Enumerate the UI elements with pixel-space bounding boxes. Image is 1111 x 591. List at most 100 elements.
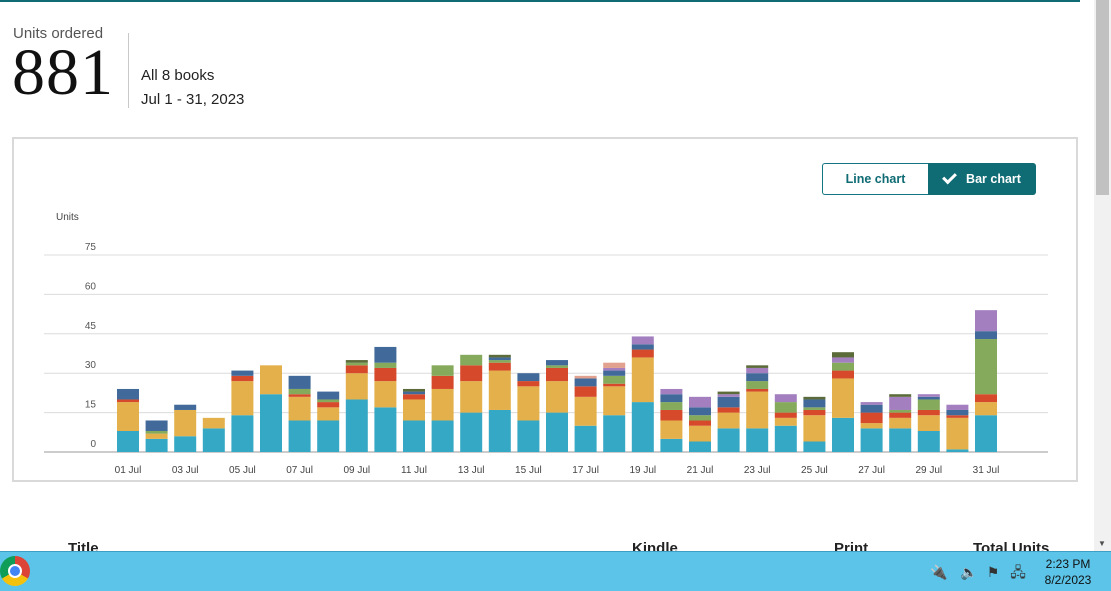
bar-segment xyxy=(975,415,997,452)
bar-segment xyxy=(975,310,997,332)
bar-segment xyxy=(403,420,425,452)
bar-segment xyxy=(345,365,368,374)
bar-segment xyxy=(689,407,711,416)
flag-alert-icon[interactable]: ⚑ xyxy=(986,564,1000,580)
bar-segment xyxy=(517,381,540,387)
bar-segment xyxy=(488,357,511,361)
bar-segment xyxy=(803,407,826,410)
bar-segment xyxy=(574,375,597,379)
x-tick-label: 05 Jul xyxy=(229,465,256,476)
bar-segment xyxy=(917,394,940,397)
bar-segment xyxy=(689,396,711,408)
bar-segment xyxy=(860,402,883,405)
column-header-title[interactable]: Title xyxy=(68,540,99,552)
bar-segment xyxy=(832,352,854,358)
bar-segment xyxy=(689,420,711,426)
bar-segment xyxy=(746,428,769,452)
column-header-kindle[interactable]: Kindle xyxy=(632,540,678,552)
bar-segment xyxy=(946,415,969,418)
bar-segment xyxy=(917,409,940,416)
bar-segment xyxy=(975,394,997,403)
bar-segment xyxy=(717,428,740,452)
bar-segment xyxy=(260,394,282,452)
bar-segment xyxy=(832,357,854,363)
bar-segment xyxy=(603,415,626,452)
bar-segment xyxy=(403,399,425,421)
units-ordered-value: 881 xyxy=(12,36,114,109)
column-header-print[interactable]: Print xyxy=(834,540,869,552)
bar-segment xyxy=(603,375,626,384)
x-tick-label: 19 Jul xyxy=(629,465,656,476)
bar-segment xyxy=(803,396,826,400)
bar-segment xyxy=(917,415,940,431)
bar-chart-button[interactable]: Bar chart xyxy=(928,163,1036,195)
page-scrollbar[interactable]: ▼ xyxy=(1094,0,1111,551)
bar-segment xyxy=(574,396,597,426)
bar-segment xyxy=(603,370,626,376)
bar-segment xyxy=(603,386,626,416)
bar-segment xyxy=(689,415,711,421)
bar-segment xyxy=(975,339,997,395)
scrollbar-thumb[interactable] xyxy=(1096,0,1109,195)
bar-segment xyxy=(145,438,168,452)
y-tick-label: 0 xyxy=(90,439,96,450)
bar-segment xyxy=(117,402,139,431)
bar-segment xyxy=(488,360,511,363)
bar-segment xyxy=(603,383,626,387)
bar-segment xyxy=(288,396,311,421)
line-chart-button[interactable]: Line chart xyxy=(822,163,928,195)
bar-segment xyxy=(431,420,454,452)
top-accent-line xyxy=(0,0,1080,2)
bar-segment xyxy=(717,391,740,395)
bar-segment xyxy=(774,412,797,418)
bar-segment xyxy=(260,365,282,395)
bar-segment xyxy=(345,362,368,366)
book-scope-text: All 8 books xyxy=(141,67,215,84)
bar-segment xyxy=(660,409,683,421)
bar-segment xyxy=(546,381,568,413)
bar-segment xyxy=(631,357,654,403)
bar-segment xyxy=(145,420,168,431)
y-axis-title: Units xyxy=(56,212,79,223)
bar-segment xyxy=(774,394,797,403)
bar-segment xyxy=(288,420,311,452)
windows-taskbar: 🔌 🔈 ⚑ 🖧 2:23 PM 8/2/2023 xyxy=(0,551,1111,591)
bar-segment xyxy=(660,388,683,395)
network-shield-icon[interactable]: 🔌 xyxy=(930,564,948,580)
bar-segment xyxy=(460,412,483,452)
x-tick-label: 31 Jul xyxy=(973,465,1000,476)
bar-segment xyxy=(317,402,340,408)
bar-segment xyxy=(317,399,340,403)
bar-segment xyxy=(889,394,912,397)
bar-segment xyxy=(746,367,769,374)
bar-segment xyxy=(917,430,940,452)
bar-segment xyxy=(975,402,997,416)
bar-segment xyxy=(345,373,368,400)
bar-segment xyxy=(917,396,940,400)
bar-segment xyxy=(889,396,912,410)
x-tick-label: 01 Jul xyxy=(115,465,142,476)
x-tick-label: 13 Jul xyxy=(458,465,485,476)
network-icon[interactable]: 🖧 xyxy=(1010,564,1026,580)
bar-segment xyxy=(288,394,311,397)
column-header-total-units[interactable]: Total Units xyxy=(973,540,1050,552)
bar-segment xyxy=(488,354,511,358)
bar-segment xyxy=(374,407,397,452)
bar-segment xyxy=(374,367,397,382)
clock-time[interactable]: 2:23 PM xyxy=(1045,557,1091,571)
bar-segment xyxy=(860,412,883,424)
bar-segment xyxy=(746,388,769,392)
bar-segment xyxy=(431,375,454,389)
bar-segment xyxy=(202,428,225,452)
clock-date[interactable]: 8/2/2023 xyxy=(1044,573,1092,587)
chrome-browser-icon[interactable] xyxy=(0,556,30,586)
bar-segment xyxy=(774,417,797,426)
bar-segment xyxy=(403,394,425,400)
x-tick-label: 29 Jul xyxy=(915,465,942,476)
bar-segment xyxy=(345,360,368,363)
speaker-icon[interactable]: 🔈 xyxy=(960,564,978,580)
bar-segment xyxy=(117,388,139,400)
scroll-down-arrow-icon[interactable]: ▼ xyxy=(1098,539,1106,548)
bar-segment xyxy=(717,412,740,429)
y-tick-label: 15 xyxy=(85,400,97,411)
